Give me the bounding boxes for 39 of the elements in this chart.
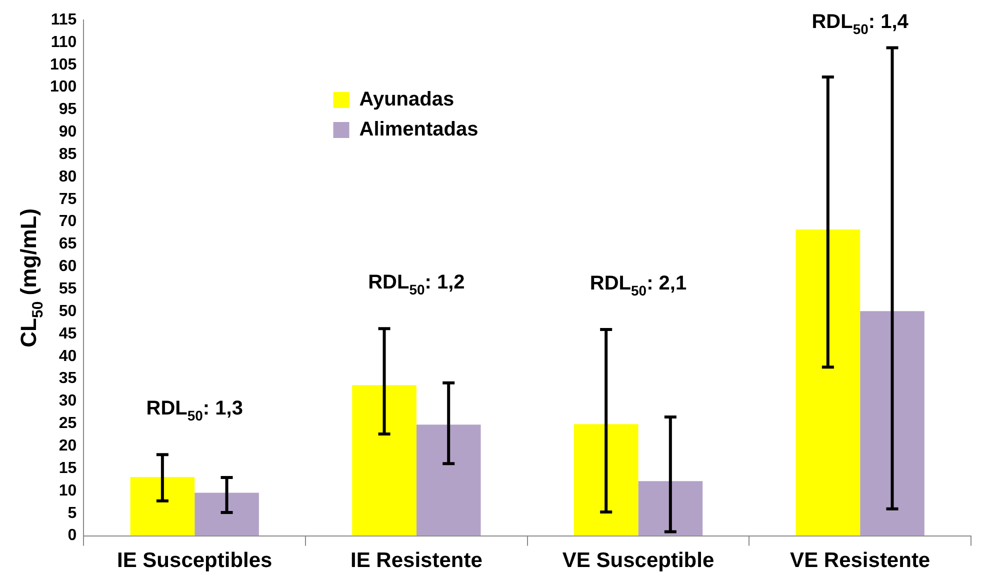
y-tick-label: 20 [58, 438, 77, 454]
bar [352, 385, 416, 536]
y-tick-label: 65 [58, 236, 77, 253]
y-tick-label: 35 [58, 370, 77, 388]
y-tick-label: 80 [58, 168, 77, 186]
y-axis-title: CL50 (mg/mL) [16, 208, 47, 348]
y-tick-label: 50 [58, 302, 77, 320]
y-tick-label: 110 [50, 34, 77, 51]
y-tick-label: 60 [58, 258, 77, 276]
bar [796, 229, 860, 536]
y-tick-label: 0 [68, 527, 77, 544]
bar [638, 481, 703, 536]
y-tick-label: 115 [50, 11, 77, 28]
legend-label: Ayunadas [359, 88, 454, 111]
bar [416, 424, 481, 536]
y-tick-label: 45 [58, 325, 77, 342]
y-tick-label: 85 [58, 146, 77, 163]
y-tick-label: 55 [58, 280, 77, 298]
y-tick-label: 105 [50, 56, 77, 74]
x-tick-label: IE Susceptibles [116, 549, 272, 572]
y-tick-label: 5 [68, 504, 77, 522]
y-tick-label: 100 [50, 78, 77, 96]
bar [574, 424, 638, 536]
y-tick-label: 40 [58, 348, 77, 365]
y-tick-label: 25 [58, 415, 77, 432]
y-tick-label: 90 [58, 124, 77, 141]
x-tick-label: IE Resistente [350, 549, 482, 572]
x-tick-label: VE Resistente [790, 549, 930, 572]
bar [194, 492, 259, 536]
y-tick-label: 95 [58, 101, 77, 118]
y-tick-label: 15 [58, 460, 77, 477]
bar [130, 477, 195, 536]
y-tick-label: 30 [58, 392, 77, 410]
bar [860, 311, 924, 536]
y-tick-label: 70 [58, 213, 77, 230]
y-tick-label: 10 [58, 482, 77, 500]
x-tick-label: VE Susceptible [562, 549, 714, 572]
y-tick-label: 75 [58, 190, 77, 208]
legend-label: Alimentadas [359, 118, 478, 141]
